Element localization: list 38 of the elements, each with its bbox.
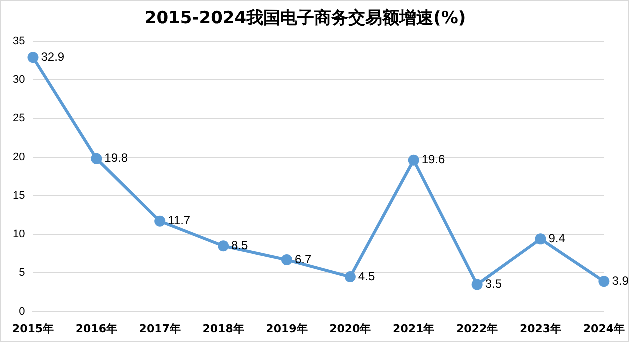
point (472, 279, 483, 290)
y-tick-label: 20 (12, 151, 26, 164)
data-label: 3.5 (485, 277, 502, 292)
y-tick-label: 15 (12, 190, 26, 202)
data-label: 19.8 (104, 151, 128, 166)
data-label: 11.7 (168, 214, 191, 228)
x-tick-label: 2017年 (139, 322, 181, 336)
data-label: 4.5 (358, 269, 376, 284)
point (598, 276, 610, 288)
y-tick-label: 25 (12, 112, 26, 125)
x-tick-label: 2015年 (12, 322, 54, 336)
data-label: 6.7 (294, 252, 312, 266)
x-tick-label: 2020年 (330, 322, 372, 336)
y-tick-label: 10 (12, 228, 26, 241)
data-label: 19.6 (422, 152, 446, 167)
x-tick-label: 2022年 (456, 322, 498, 336)
x-tick-label: 2024年 (583, 322, 626, 336)
y-tick-label: 30 (12, 74, 26, 86)
point (535, 234, 546, 245)
point (91, 153, 102, 164)
point (281, 254, 292, 266)
y-tick-label: 35 (12, 35, 26, 48)
x-tick-label: 2021年 (393, 322, 435, 336)
point (154, 216, 166, 227)
data-label: 3.9 (612, 274, 629, 288)
x-tick-label: 2023年 (520, 322, 562, 336)
data-label: 9.4 (548, 231, 566, 246)
x-tick-label: 2019年 (266, 322, 308, 336)
point (218, 240, 230, 252)
data-label: 32.9 (41, 50, 65, 64)
point (344, 272, 356, 283)
chart-title: 2015-2024我国电子商务交易额增速(%) (144, 8, 466, 29)
y-tick-label: 5 (19, 267, 26, 280)
x-tick-label: 2018年 (202, 322, 244, 336)
y-tick-label: 0 (19, 306, 26, 318)
point (408, 154, 420, 166)
point (28, 52, 39, 64)
x-tick-label: 2016年 (76, 322, 118, 336)
